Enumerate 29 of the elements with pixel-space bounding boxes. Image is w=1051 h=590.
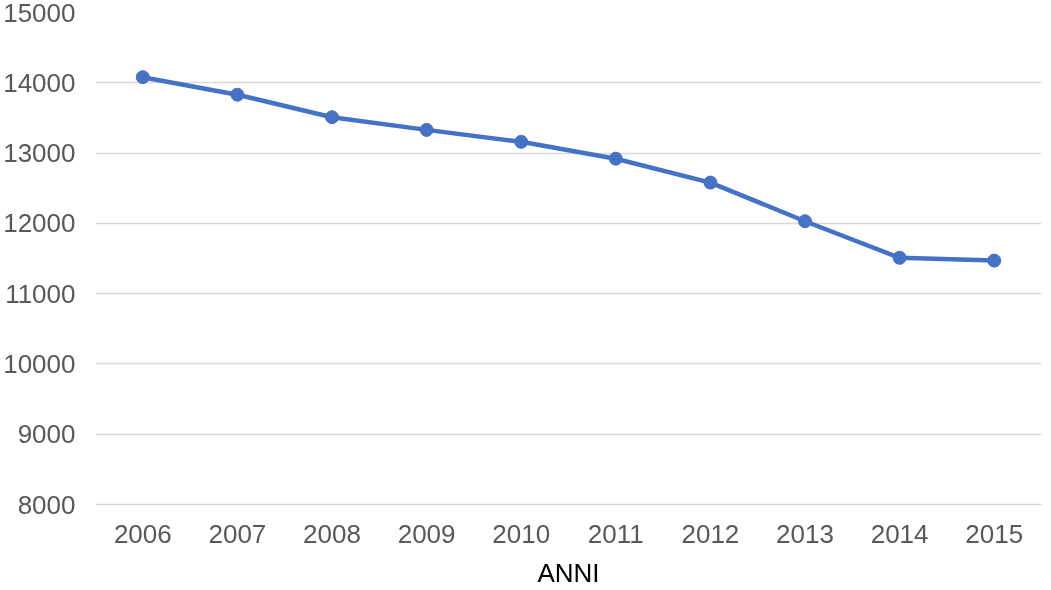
y-tick-label: 11000 (5, 278, 76, 309)
x-tick-label: 2006 (113, 518, 172, 549)
x-tick-label: 2008 (303, 518, 361, 549)
x-axis-title: ANNI (537, 557, 600, 588)
y-tick-label: 8000 (17, 489, 76, 520)
x-tick-label: 2007 (208, 518, 267, 549)
point (892, 250, 907, 265)
y-tick-label: 10000 (3, 348, 76, 379)
x-tick-label: 2014 (870, 518, 929, 549)
point (608, 151, 623, 166)
y-tick-label: 15000 (3, 0, 76, 28)
y-tick-label: 13000 (3, 138, 76, 169)
point (798, 214, 812, 229)
point (325, 110, 339, 125)
x-tick-label: 2011 (587, 518, 644, 549)
x-tick-label: 2010 (492, 518, 551, 549)
point (419, 122, 434, 137)
point (230, 87, 245, 102)
y-tick-label: 12000 (3, 208, 76, 239)
point (987, 253, 1002, 268)
point (135, 70, 150, 85)
y-tick-label: 9000 (17, 419, 76, 450)
x-tick-label: 2015 (965, 518, 1024, 549)
x-tick-label: 2009 (397, 518, 456, 549)
y-tick-label: 14000 (3, 67, 76, 98)
point (514, 134, 529, 149)
x-tick-label: 2012 (681, 518, 740, 549)
x-tick-label: 2013 (776, 518, 834, 549)
point (703, 175, 718, 190)
